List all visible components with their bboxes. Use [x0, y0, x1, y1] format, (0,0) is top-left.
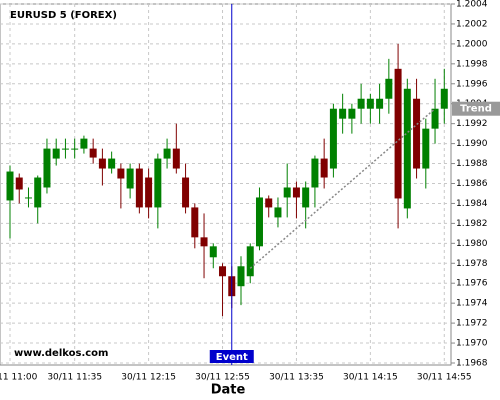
candle-body [135, 168, 143, 208]
candle-body [311, 158, 319, 188]
y-tick-label: 1.1988 [456, 159, 488, 169]
candle-body [172, 148, 180, 169]
candle-body [200, 237, 208, 247]
plot-frame [0, 3, 452, 366]
x-axis-label: Date [211, 383, 246, 398]
candle-body [329, 108, 337, 169]
candle-body [283, 187, 291, 198]
y-tick-label: 1.1992 [456, 119, 488, 129]
x-tick-label: 30/11 11:35 [47, 373, 102, 383]
x-tick-label: 30/11 14:55 [417, 373, 472, 383]
candle-body [302, 187, 310, 208]
candle-body [413, 98, 421, 169]
y-tick-label: 1.1982 [456, 219, 488, 229]
y-tick-label: 1.1986 [456, 179, 488, 189]
y-tick-label: 1.1996 [456, 79, 488, 89]
watermark: www.delkos.com [14, 348, 108, 359]
event-label-box [209, 350, 254, 363]
candle-body [274, 207, 282, 218]
candle-body [219, 266, 227, 277]
chart-title: EURUSD 5 (FOREX) [10, 10, 117, 21]
x-tick-label: 30/11 12:15 [121, 373, 176, 383]
y-tick-label: 1.2000 [456, 39, 488, 49]
candle-body [376, 98, 384, 109]
y-tick-label: 1.1998 [456, 59, 488, 69]
y-tick-label: 1.2004 [456, 0, 488, 10]
y-tick-label: 1.1968 [456, 359, 488, 369]
candle-body [182, 177, 190, 208]
candle-body [43, 148, 51, 188]
candle-body [145, 177, 153, 208]
trend-line [249, 108, 436, 269]
candle-body [163, 148, 171, 159]
candle-body [80, 138, 88, 149]
y-tick-label: 1.2002 [456, 19, 488, 29]
x-tick-label: 30/11 12:55 [195, 373, 250, 383]
candle-body [154, 158, 162, 208]
y-tick-label: 1.1976 [456, 279, 488, 289]
candle-body [6, 171, 14, 201]
candle-body [34, 177, 42, 208]
candle-body [255, 197, 263, 247]
candle-body [394, 68, 402, 199]
candle-body [403, 88, 411, 209]
candle-body [209, 246, 217, 258]
y-tick-label: 1.1974 [456, 299, 488, 309]
candle-body [98, 158, 106, 169]
trend-label: Trend [460, 104, 492, 115]
candle-body [320, 158, 328, 178]
candle-body [24, 197, 32, 199]
candle-body [108, 158, 116, 169]
y-tick-label: 1.1972 [456, 319, 488, 329]
candle-body [385, 78, 393, 99]
x-tick-label: 30/11 11:00 [0, 373, 38, 383]
y-tick-label: 1.1984 [456, 199, 488, 209]
candle-body [52, 148, 60, 159]
candle-body [191, 207, 199, 238]
x-tick-label: 30/11 13:35 [269, 373, 324, 383]
candle-body [71, 148, 79, 150]
candle-body [292, 187, 300, 198]
candle-body [440, 88, 448, 109]
candle-body [348, 108, 356, 119]
y-tick-label: 1.1978 [456, 259, 488, 269]
y-tick-label: 1.1980 [456, 239, 488, 249]
candle-body [246, 246, 254, 277]
candle-body [265, 198, 273, 208]
candle-body [117, 168, 125, 179]
candle-body [339, 108, 347, 119]
candle-body [357, 98, 365, 109]
y-tick-label: 1.1970 [456, 339, 488, 349]
candle-body [61, 148, 69, 150]
candle-body [126, 168, 134, 189]
x-tick-label: 30/11 14:15 [343, 373, 398, 383]
event-label: Event [216, 352, 248, 363]
candle-body [89, 148, 97, 158]
trend-label-box [452, 101, 500, 116]
y-tick-label: 1.1990 [456, 139, 488, 149]
candle-body [237, 266, 245, 287]
marks [6, 43, 448, 317]
candle-body [15, 177, 23, 190]
candle-body [422, 128, 430, 169]
candle-body [431, 108, 439, 129]
candle-body [366, 98, 374, 109]
